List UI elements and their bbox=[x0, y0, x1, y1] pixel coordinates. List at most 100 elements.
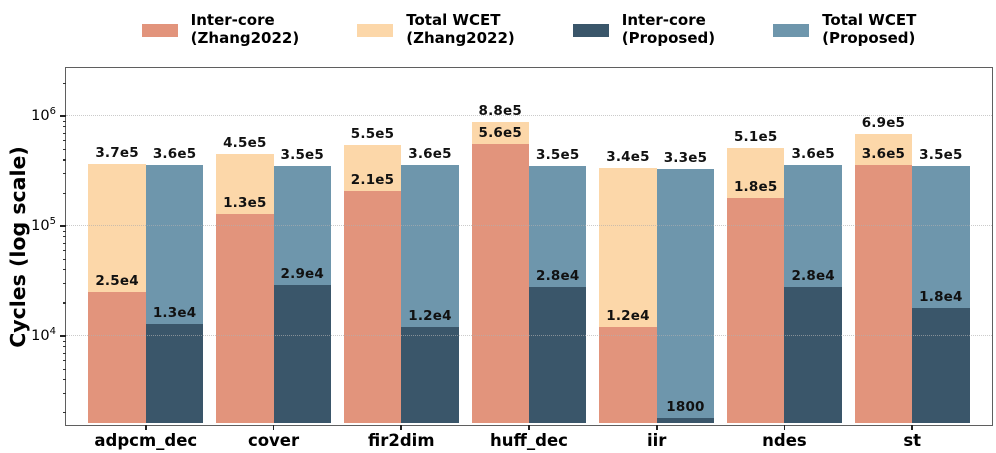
y-minor-tick bbox=[62, 242, 66, 244]
y-axis-label: Cycles (log scale) bbox=[6, 146, 30, 348]
value-label-inter-proposed-iir: 1800 bbox=[666, 398, 705, 415]
y-minor-tick bbox=[62, 269, 66, 271]
y-minor-tick bbox=[62, 126, 66, 128]
value-label-total-proposed-iir: 3.3e5 bbox=[663, 150, 708, 167]
legend-swatch-inter-proposed bbox=[572, 23, 609, 37]
y-minor-tick bbox=[62, 412, 66, 414]
y-minor-tick bbox=[62, 140, 66, 142]
y-tick-label-1e4: 104 bbox=[31, 326, 56, 344]
value-label-total-proposed-huff_dec: 3.5e5 bbox=[536, 147, 580, 164]
y-minor-tick bbox=[62, 192, 66, 194]
value-label-total-zhang-iir: 3.4e5 bbox=[606, 148, 650, 165]
bar-inter-zhang-fir2dim bbox=[343, 190, 402, 424]
bar-total-proposed-iir bbox=[656, 169, 715, 424]
value-label-inter-zhang-adpcm_dec: 2.5e4 bbox=[95, 273, 139, 290]
x-tick-label-adpcm_dec: adpcm_dec bbox=[94, 431, 198, 450]
y-minor-tick bbox=[62, 120, 66, 122]
value-label-total-proposed-cover: 3.5e5 bbox=[280, 147, 325, 164]
legend-item-total-proposed: Total WCET (Proposed) bbox=[773, 12, 916, 47]
x-tick-cover bbox=[272, 425, 275, 430]
value-label-total-zhang-huff_dec: 8.8e5 bbox=[478, 103, 522, 120]
value-label-inter-zhang-ndes: 1.8e5 bbox=[733, 179, 778, 196]
x-tick-st bbox=[911, 425, 913, 430]
y-minor-tick bbox=[62, 340, 66, 342]
x-tick-label-ndes: ndes bbox=[762, 431, 807, 450]
bar-inter-proposed-huff_dec bbox=[529, 286, 587, 424]
y-minor-tick bbox=[62, 346, 66, 348]
bar-inter-proposed-st bbox=[912, 307, 970, 424]
y-minor-tick bbox=[62, 159, 66, 161]
value-label-inter-proposed-huff_dec: 2.8e4 bbox=[536, 267, 580, 284]
y-minor-tick bbox=[62, 283, 66, 285]
value-label-inter-proposed-fir2dim: 1.2e4 bbox=[408, 308, 452, 325]
value-label-inter-zhang-huff_dec: 5.6e5 bbox=[478, 124, 522, 141]
bar-inter-zhang-ndes bbox=[726, 198, 785, 424]
y-minor-tick bbox=[62, 392, 66, 395]
legend-item-inter-zhang: Inter-core (Zhang2022) bbox=[141, 11, 300, 47]
y-minor-tick bbox=[62, 249, 66, 252]
y-minor-tick bbox=[62, 379, 66, 381]
legend: Inter-core (Zhang2022) Total WCET (Zhang202… bbox=[66, 5, 992, 55]
value-label-total-zhang-adpcm_dec: 3.7e5 bbox=[95, 144, 139, 161]
bar-inter-zhang-huff_dec bbox=[471, 143, 529, 424]
bar-inter-zhang-cover bbox=[216, 213, 274, 424]
y-minor-tick bbox=[62, 82, 66, 84]
bar-inter-proposed-cover bbox=[273, 285, 332, 424]
x-tick-adpcm_dec bbox=[145, 425, 147, 430]
x-tick-fir2dim bbox=[400, 425, 403, 430]
value-label-total-zhang-fir2dim: 5.5e5 bbox=[350, 125, 395, 142]
bar-inter-proposed-ndes bbox=[784, 286, 842, 424]
y-major-tick-1e6 bbox=[60, 115, 66, 118]
legend-item-total-zhang: Total WCET (Zhang2022) bbox=[357, 12, 515, 47]
value-label-inter-zhang-st: 3.6e5 bbox=[861, 146, 906, 163]
bar-inter-proposed-iir bbox=[656, 417, 715, 424]
y-tick-label-1e6: 106 bbox=[31, 106, 56, 125]
x-tick-label-st: st bbox=[903, 431, 922, 450]
y-minor-tick bbox=[62, 173, 66, 175]
value-label-total-proposed-ndes: 3.6e5 bbox=[791, 146, 835, 163]
x-tick-iir bbox=[655, 425, 658, 430]
y-minor-tick bbox=[62, 230, 66, 232]
bar-inter-zhang-st bbox=[854, 165, 913, 424]
value-label-inter-zhang-cover: 1.3e5 bbox=[223, 194, 267, 211]
x-tick-label-huff_dec: huff_dec bbox=[490, 431, 568, 450]
value-label-total-zhang-st: 6.9e5 bbox=[861, 114, 906, 131]
bar-inter-proposed-adpcm_dec bbox=[145, 323, 204, 424]
y-minor-tick bbox=[62, 148, 66, 150]
x-tick-huff_dec bbox=[528, 425, 530, 430]
gridline-1e4 bbox=[66, 335, 992, 337]
legend-label-inter-zhang: Inter-core (Zhang2022) bbox=[190, 11, 300, 47]
value-label-total-zhang-ndes: 5.1e5 bbox=[733, 129, 778, 146]
y-minor-tick bbox=[62, 302, 66, 304]
legend-item-inter-proposed: Inter-core (Proposed) bbox=[572, 11, 716, 47]
y-major-tick-1e4 bbox=[60, 335, 66, 337]
y-minor-tick bbox=[62, 258, 66, 260]
x-tick-ndes bbox=[783, 425, 786, 430]
value-label-inter-zhang-iir: 1.2e4 bbox=[606, 308, 650, 325]
bar-inter-zhang-adpcm_dec bbox=[88, 292, 146, 424]
value-label-total-zhang-cover: 4.5e5 bbox=[223, 135, 267, 152]
y-minor-tick bbox=[62, 132, 66, 134]
value-label-inter-proposed-st: 1.8e4 bbox=[919, 288, 963, 305]
value-label-inter-proposed-adpcm_dec: 1.3e4 bbox=[152, 304, 197, 321]
x-tick-label-fir2dim: fir2dim bbox=[368, 431, 435, 450]
legend-label-total-proposed: Total WCET (Proposed) bbox=[822, 11, 917, 47]
y-minor-tick bbox=[62, 352, 66, 354]
bar-inter-proposed-fir2dim bbox=[401, 327, 459, 424]
y-major-tick-1e5 bbox=[60, 225, 66, 227]
y-minor-tick bbox=[62, 359, 66, 361]
value-label-total-proposed-fir2dim: 3.6e5 bbox=[408, 146, 452, 163]
value-label-inter-zhang-fir2dim: 2.1e5 bbox=[350, 171, 395, 188]
legend-swatch-inter-zhang bbox=[141, 23, 178, 37]
bar-inter-zhang-iir bbox=[599, 327, 657, 424]
legend-swatch-total-zhang bbox=[357, 23, 394, 37]
value-label-total-proposed-st: 3.5e5 bbox=[919, 147, 963, 164]
value-label-inter-proposed-ndes: 2.8e4 bbox=[791, 267, 835, 284]
x-tick-label-iir: iir bbox=[646, 431, 667, 450]
legend-swatch-total-proposed bbox=[773, 23, 810, 37]
legend-label-inter-proposed: Inter-core (Proposed) bbox=[621, 11, 716, 47]
y-minor-tick bbox=[62, 236, 66, 238]
value-label-inter-proposed-cover: 2.9e4 bbox=[280, 266, 325, 283]
gridline-1e5 bbox=[66, 225, 992, 227]
